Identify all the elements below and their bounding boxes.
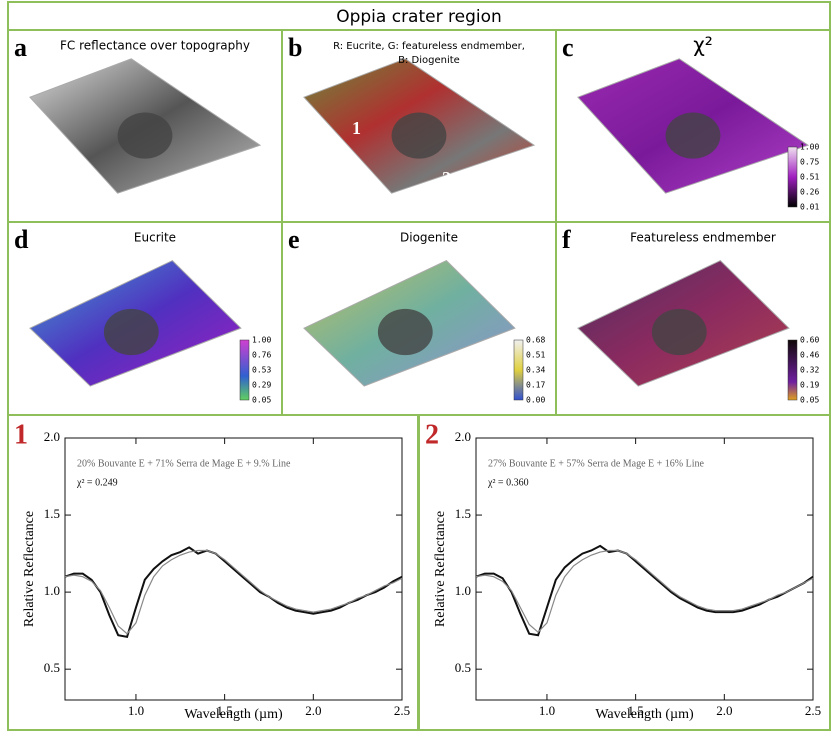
map-marker: 1: [352, 118, 361, 138]
y-tick-label: 2.0: [455, 429, 471, 444]
panel-label: b: [288, 33, 302, 62]
crater: [392, 113, 447, 159]
panel-title: Featureless endmember: [630, 231, 776, 245]
spectrum-line: [65, 547, 402, 636]
x-tick-label: 2.5: [805, 703, 821, 718]
colorbar-label: 0.01: [800, 203, 819, 212]
spectrum-line: [476, 551, 813, 633]
y-axis-label: Relative Reflectance: [433, 511, 448, 627]
y-axis-label: Relative Reflectance: [22, 511, 37, 627]
spectrum-line: [476, 546, 813, 635]
panel-label: c: [562, 33, 574, 62]
x-tick-label: 2.5: [394, 703, 410, 718]
crater: [378, 309, 433, 355]
colorbar-label: 0.17: [526, 381, 545, 390]
figure-title: Oppia crater region: [336, 7, 502, 27]
annotation: 27% Bouvante E + 57% Serra de Mage E + 1…: [488, 458, 705, 469]
panel-title: R: Eucrite, G: featureless endmember,: [333, 41, 525, 52]
colorbar-label: 0.05: [252, 396, 271, 405]
x-tick-label: 2.0: [716, 703, 732, 718]
panel-title: χ²: [693, 33, 713, 57]
crater: [104, 309, 159, 355]
panel-label: f: [562, 225, 571, 254]
x-axis-label: Wavelength (µm): [184, 707, 283, 722]
colorbar-label: 1.00: [800, 143, 819, 152]
map-marker: 2: [442, 168, 451, 188]
annotation: 20% Bouvante E + 71% Serra de Mage E + 9…: [77, 458, 291, 469]
y-tick-label: 0.5: [455, 660, 471, 675]
y-tick-label: 0.5: [44, 660, 60, 675]
crater: [652, 309, 707, 355]
colorbar-label: 0.51: [800, 173, 819, 182]
y-tick-label: 1.5: [44, 506, 60, 521]
y-tick-label: 2.0: [44, 429, 60, 444]
x-tick-label: 1.0: [128, 703, 144, 718]
panel-title: FC reflectance over topography: [60, 39, 250, 53]
colorbar: [788, 340, 797, 400]
annotation: χ² = 0.360: [487, 477, 529, 488]
panel-label: e: [288, 225, 300, 254]
colorbar-label: 0.76: [252, 351, 271, 360]
chart-number: 1: [14, 419, 28, 450]
colorbar-label: 0.46: [800, 351, 819, 360]
spectrum-line: [65, 551, 402, 634]
y-tick-label: 1.5: [455, 506, 471, 521]
colorbar-label: 0.34: [526, 366, 545, 375]
x-tick-label: 1.0: [539, 703, 555, 718]
annotation: χ² = 0.249: [76, 477, 118, 488]
colorbar-label: 1.00: [252, 336, 271, 345]
x-axis-label: Wavelength (µm): [595, 707, 694, 722]
colorbar: [240, 340, 249, 400]
x-tick-label: 2.0: [305, 703, 321, 718]
panel-label: d: [14, 225, 29, 254]
colorbar-label: 0.60: [800, 336, 819, 345]
colorbar-label: 0.75: [800, 158, 819, 167]
chart-number: 2: [425, 419, 439, 450]
crater: [666, 113, 721, 159]
panel-label: a: [14, 33, 27, 62]
panel-title: Eucrite: [134, 231, 176, 245]
colorbar: [514, 340, 523, 400]
y-tick-label: 1.0: [44, 583, 60, 598]
colorbar-label: 0.00: [526, 396, 545, 405]
panel-title: B: Diogenite: [398, 55, 460, 66]
colorbar-label: 0.51: [526, 351, 545, 360]
colorbar-label: 0.53: [252, 366, 271, 375]
colorbar-label: 0.68: [526, 336, 545, 345]
panel-title: Diogenite: [400, 231, 458, 245]
y-tick-label: 1.0: [455, 583, 471, 598]
figure: Oppia crater region a FC reflectance over…: [0, 0, 832, 732]
colorbar-label: 0.29: [252, 381, 271, 390]
colorbar: [788, 147, 797, 207]
crater: [118, 113, 173, 159]
colorbar-label: 0.19: [800, 381, 819, 390]
colorbar-label: 0.32: [800, 366, 819, 375]
colorbar-label: 0.26: [800, 188, 819, 197]
colorbar-label: 0.05: [800, 396, 819, 405]
